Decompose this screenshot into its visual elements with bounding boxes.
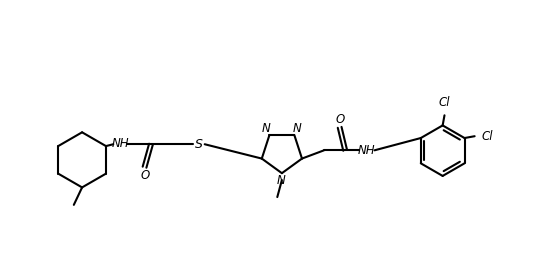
Text: O: O [336,113,345,126]
Text: N: N [277,174,286,187]
Text: N: N [262,122,271,135]
Text: NH: NH [112,137,129,150]
Text: Cl: Cl [439,96,450,109]
Text: N: N [293,122,302,135]
Text: Cl: Cl [481,130,493,143]
Text: NH: NH [358,144,376,157]
Text: S: S [195,138,202,151]
Text: O: O [140,168,150,181]
